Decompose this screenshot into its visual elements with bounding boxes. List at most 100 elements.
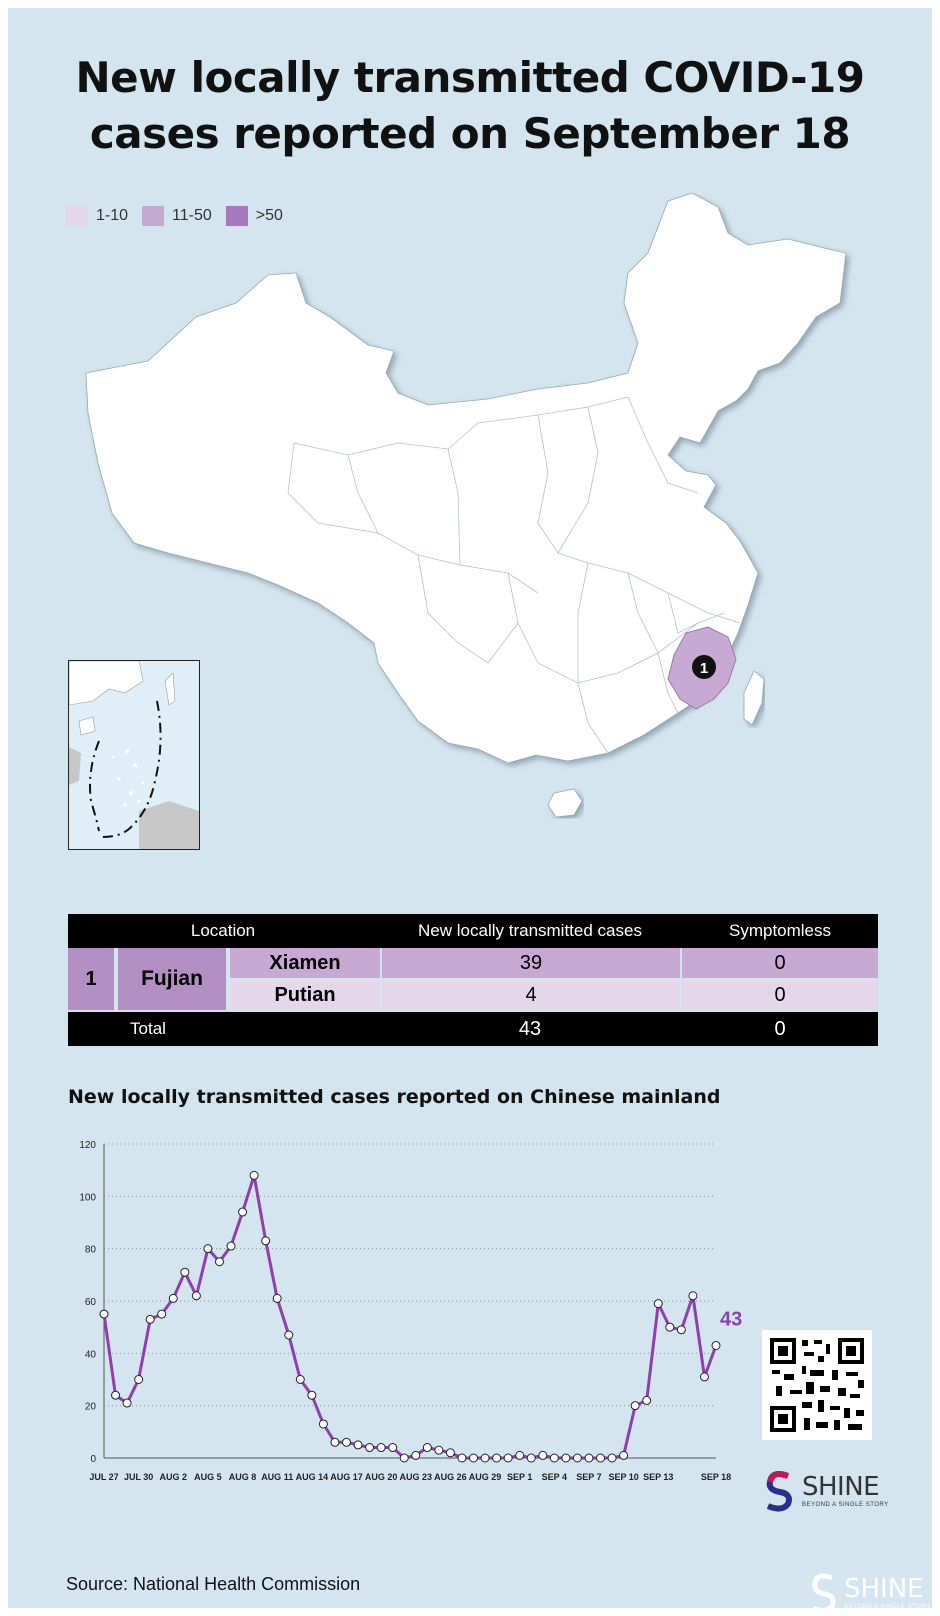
fujian-marker (692, 655, 716, 679)
data-point (422, 1443, 432, 1453)
qr-code (762, 1330, 872, 1440)
table-row-putian-cases: 4 (382, 980, 680, 1010)
data-point (122, 1398, 132, 1408)
legend-item-11-50: 11-50 (142, 206, 212, 226)
data-point (596, 1453, 606, 1463)
legend-swatch (66, 206, 88, 226)
legend-swatch (142, 206, 165, 226)
x-tick-label: AUG 20 (365, 1472, 398, 1482)
data-point (399, 1453, 409, 1463)
table-province: Fujian (118, 948, 228, 1010)
x-tick-label: JUL 27 (89, 1472, 118, 1482)
data-point (607, 1453, 617, 1463)
map-legend: 1-10 11-50 >50 (66, 206, 283, 226)
data-point (572, 1453, 582, 1463)
title-line-2: cases reported on September 18 (89, 109, 851, 158)
total-label: Total (130, 1019, 166, 1038)
x-tick-label: SEP 13 (643, 1472, 673, 1482)
data-point (145, 1314, 155, 1324)
cases-line-chart: 0 20 40 60 80 100 120 JUL 27 JUL 30 AUG 2 AUG 5 AUG… (79, 1140, 742, 1482)
table-row-putian-symptomless: 0 (682, 980, 878, 1010)
header-cases: New locally transmitted cases (418, 921, 642, 940)
x-tick-label: AUG 8 (229, 1472, 257, 1482)
data-point (111, 1390, 121, 1400)
table-row-xiamen-city: Xiamen (230, 948, 380, 978)
data-point (330, 1437, 340, 1447)
data-point (341, 1437, 351, 1447)
data-point (388, 1443, 398, 1453)
data-point (157, 1309, 167, 1319)
taiwan-island (743, 670, 765, 726)
data-point (365, 1443, 375, 1453)
data-point (295, 1375, 305, 1384)
shine-s-icon (766, 1471, 792, 1512)
data-point (168, 1293, 178, 1303)
x-tick-label: SEP 10 (608, 1472, 638, 1482)
data-point (642, 1395, 652, 1405)
legend-item-1-10: 1-10 (66, 206, 128, 226)
data-point (619, 1450, 629, 1460)
data-point (191, 1291, 201, 1301)
data-point (538, 1450, 548, 1460)
legend-label: >50 (255, 207, 283, 224)
x-tick-label: AUG 26 (434, 1472, 467, 1482)
qr-code-image (768, 1336, 866, 1434)
data-point (561, 1453, 571, 1463)
data-point (584, 1453, 594, 1463)
data-point (480, 1453, 490, 1463)
data-point (526, 1453, 536, 1463)
x-tick-label: AUG 2 (160, 1472, 188, 1482)
header-location: Location (190, 921, 256, 940)
china-map: 1 (85, 193, 847, 818)
data-point (307, 1390, 317, 1400)
title-line-1: New locally transmitted COVID-19 (75, 53, 865, 102)
x-tick-label: JUL 30 (124, 1472, 153, 1482)
data-point (434, 1445, 444, 1455)
data-point (492, 1453, 502, 1463)
shine-tagline: BEYOND A SINGLE STORY (802, 1502, 889, 1508)
x-tick-label: AUG 11 (261, 1472, 293, 1482)
page-title: New locally transmitted COVID-19 cases r… (8, 50, 932, 162)
y-tick-label: 120 (79, 1140, 96, 1151)
y-tick-label: 60 (85, 1297, 97, 1308)
data-point (515, 1450, 525, 1460)
x-tick-label: SEP 18 (701, 1472, 731, 1482)
x-tick-label: AUG 23 (400, 1472, 433, 1482)
shine-s-icon (811, 1573, 836, 1614)
y-tick-label: 80 (85, 1245, 97, 1256)
data-point (353, 1440, 363, 1450)
data-point (376, 1443, 386, 1453)
chart-title: New locally transmitted cases reported o… (68, 1086, 721, 1108)
y-tick-label: 100 (79, 1192, 96, 1203)
y-tick-label: 40 (85, 1349, 97, 1360)
legend-item-over-50: >50 (225, 206, 283, 226)
inset-map (68, 660, 199, 849)
hainan-island (547, 788, 583, 818)
total-cases: 43 (518, 1017, 542, 1040)
data-point (180, 1267, 190, 1277)
header-symptomless: Symptomless (728, 921, 832, 940)
x-tick-label: AUG 5 (194, 1472, 222, 1482)
china-mainland-shape (85, 193, 847, 764)
table-body: 1 Fujian Xiamen 39 0 Putian 4 0 (68, 948, 878, 1010)
data-point (318, 1419, 328, 1429)
province-borders (287, 396, 741, 754)
end-value-label: 43 (720, 1308, 742, 1330)
table-row-putian-city: Putian (230, 980, 380, 1010)
x-tick-label: AUG 17 (330, 1472, 363, 1482)
table-row-xiamen-cases: 39 (382, 948, 680, 978)
data-point (688, 1291, 698, 1301)
shine-watermark-wordmark: SHINE BEYOND A SINGLE STORY (844, 1574, 931, 1610)
data-point (272, 1293, 282, 1303)
y-tick-label: 0 (90, 1454, 96, 1465)
data-point (226, 1241, 236, 1251)
shine-watermark-tagline: BEYOND A SINGLE STORY (844, 1604, 931, 1610)
shine-logo-small: SHINE BEYOND A SINGLE STORY (762, 1468, 889, 1512)
data-point (99, 1309, 109, 1319)
table-total-row: Total 43 0 (68, 1012, 878, 1046)
data-point (653, 1299, 663, 1309)
infographic: New locally transmitted COVID-19 cases r… (8, 8, 932, 1614)
table-header-row: Location New locally transmitted cases S… (68, 914, 878, 948)
data-point (676, 1325, 686, 1335)
data-point (411, 1450, 421, 1460)
